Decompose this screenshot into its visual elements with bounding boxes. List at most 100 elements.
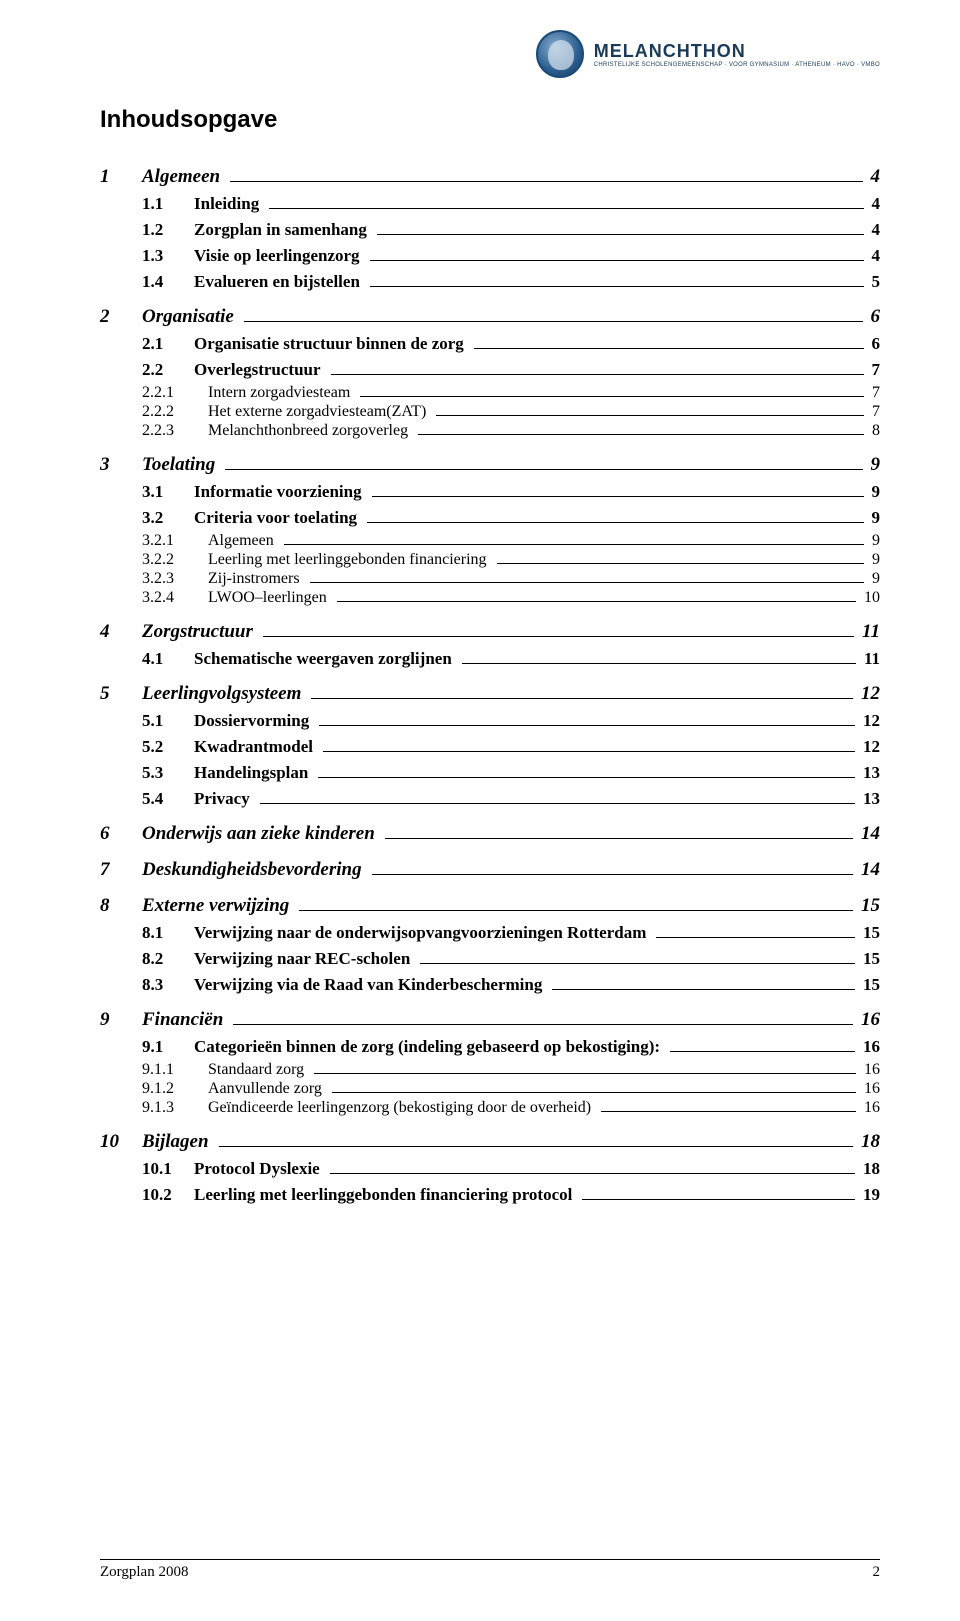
toc-number: 2: [100, 306, 142, 328]
toc-page: 9: [867, 454, 881, 476]
toc-row: 2.2.2Het externe zorgadviesteam(ZAT)7: [142, 403, 880, 421]
toc-number: 1: [100, 166, 142, 188]
toc-page: 7: [868, 360, 881, 380]
toc-number: 5: [100, 683, 142, 705]
toc-label: Protocol Dyslexie: [194, 1159, 326, 1179]
toc-leader: [552, 978, 855, 990]
toc-row: 5.1Dossiervorming12: [142, 711, 880, 731]
toc-label: Privacy: [194, 789, 256, 809]
toc-label: Leerling met leerlinggebonden financieri…: [194, 1185, 578, 1205]
toc-page: 9: [868, 482, 881, 502]
logo-text: MELANCHTHON CHRISTELIJKE SCHOLENGEMEENSC…: [594, 41, 880, 68]
toc-row: 5.3Handelingsplan13: [142, 763, 880, 783]
toc-label: Het externe zorgadviesteam(ZAT): [208, 403, 432, 421]
toc-page: 13: [859, 789, 880, 809]
toc-number: 1.4: [142, 272, 194, 292]
toc-page: 13: [859, 763, 880, 783]
toc-label: Algemeen: [208, 532, 280, 550]
toc-row: 3.2.3Zij-instromers9: [142, 570, 880, 588]
toc-number: 3.2: [142, 508, 194, 528]
footer: Zorgplan 2008 2: [100, 1559, 880, 1581]
toc-leader: [299, 899, 853, 911]
toc-row: 5Leerlingvolgsysteem 12: [100, 683, 880, 705]
toc-number: 2.2.1: [142, 384, 208, 402]
toc-page: 10: [860, 589, 880, 607]
toc-label: Leerlingvolgsysteem: [142, 683, 307, 705]
toc-number: 9.1.2: [142, 1080, 208, 1098]
toc-leader: [225, 458, 862, 470]
footer-left: Zorgplan 2008: [100, 1564, 188, 1581]
toc-label: Verwijzing naar de onderwijsopvangvoorzi…: [194, 923, 652, 943]
toc-row: 3.2.4LWOO–leerlingen10: [142, 589, 880, 607]
toc-row: 5.4Privacy 13: [142, 789, 880, 809]
toc-leader: [337, 590, 856, 602]
toc-label: Verwijzing via de Raad van Kinderbescher…: [194, 975, 548, 995]
toc-label: Algemeen: [142, 166, 226, 188]
toc-page: 15: [857, 895, 880, 917]
toc-row: 1Algemeen4: [100, 166, 880, 188]
toc-number: 5.1: [142, 711, 194, 731]
toc-page: 12: [859, 711, 880, 731]
toc-row: 2.2Overlegstructuur7: [142, 360, 880, 380]
toc-row: 8.2Verwijzing naar REC-scholen15: [142, 949, 880, 969]
toc-label: Zorgplan in samenhang: [194, 220, 373, 240]
toc-leader: [331, 363, 864, 375]
toc-leader: [385, 827, 853, 839]
toc-leader: [372, 485, 864, 497]
toc-leader: [323, 740, 855, 752]
toc-label: Toelating: [142, 454, 221, 476]
toc-leader: [360, 385, 864, 397]
toc-page: 16: [860, 1061, 880, 1079]
toc-number: 3.1: [142, 482, 194, 502]
toc-leader: [420, 952, 855, 964]
toc-page: 16: [857, 1009, 880, 1031]
toc-leader: [233, 1013, 853, 1025]
toc-leader: [318, 766, 855, 778]
toc-label: Informatie voorziening: [194, 482, 368, 502]
toc-leader: [418, 423, 864, 435]
toc-page: 16: [860, 1080, 880, 1098]
toc-row: 4Zorgstructuur11: [100, 621, 880, 643]
toc-row: 2.2.1Intern zorgadviesteam7: [142, 384, 880, 402]
toc-row: 1.3Visie op leerlingenzorg4: [142, 246, 880, 266]
table-of-contents: 1Algemeen41.1Inleiding41.2Zorgplan in sa…: [100, 152, 880, 1499]
toc-page: 12: [859, 737, 880, 757]
toc-row: 8.3Verwijzing via de Raad van Kinderbesc…: [142, 975, 880, 995]
toc-number: 1.3: [142, 246, 194, 266]
toc-label: Geïndiceerde leerlingenzorg (bekostiging…: [208, 1099, 597, 1117]
toc-leader: [670, 1040, 855, 1052]
toc-leader: [244, 310, 863, 322]
logo-subline: CHRISTELIJKE SCHOLENGEMEENSCHAP · VOOR G…: [594, 62, 880, 68]
toc-leader: [260, 792, 855, 804]
toc-label: Zij-instromers: [208, 570, 306, 588]
toc-label: Leerling met leerlinggebonden financieri…: [208, 551, 493, 569]
toc-number: 8.3: [142, 975, 194, 995]
toc-row: 9.1Categorieën binnen de zorg (indeling …: [142, 1037, 880, 1057]
toc-page: 12: [857, 683, 880, 705]
toc-number: 10: [100, 1131, 142, 1153]
toc-number: 5.4: [142, 789, 194, 809]
toc-number: 1.2: [142, 220, 194, 240]
toc-number: 9.1: [142, 1037, 194, 1057]
logo-name: MELANCHTHON: [594, 41, 880, 62]
toc-label: Financiën: [142, 1009, 229, 1031]
toc-label: Organisatie: [142, 306, 240, 328]
toc-row: 1.4Evalueren en bijstellen5: [142, 272, 880, 292]
toc-page: 8: [868, 422, 880, 440]
toc-page: 9: [868, 532, 880, 550]
toc-label: Inleiding: [194, 194, 265, 214]
toc-number: 4.1: [142, 649, 194, 669]
toc-row: 2Organisatie6: [100, 306, 880, 328]
toc-number: 9.1.3: [142, 1099, 208, 1117]
toc-leader: [219, 1135, 853, 1147]
toc-row: 9Financiën16: [100, 1009, 880, 1031]
toc-row: 3Toelating9: [100, 454, 880, 476]
toc-label: Overlegstructuur: [194, 360, 327, 380]
toc-leader: [284, 533, 864, 545]
toc-number: 2.2.3: [142, 422, 208, 440]
toc-label: Evalueren en bijstellen: [194, 272, 366, 292]
toc-page: 14: [857, 823, 880, 845]
toc-page: 15: [859, 923, 880, 943]
toc-page: 11: [858, 621, 880, 643]
toc-label: Melanchthonbreed zorgoverleg: [208, 422, 414, 440]
